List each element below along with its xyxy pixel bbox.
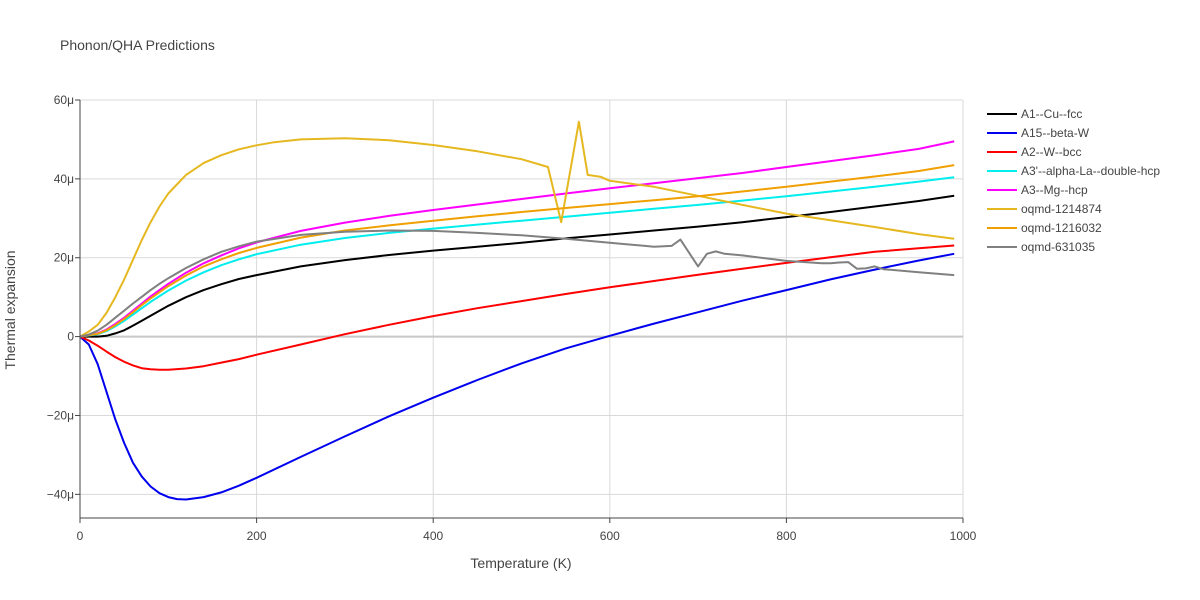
legend-label-5: oqmd-1214874 — [1021, 202, 1102, 216]
x-tick-label: 200 — [247, 529, 267, 543]
series-line-5 — [79, 120, 955, 338]
x-tick-label: 600 — [600, 529, 620, 543]
y-tick-label: 60μ — [54, 93, 74, 107]
y-tick-label: 20μ — [54, 251, 74, 265]
legend-label-4: A3--Mg--hcp — [1021, 183, 1088, 197]
series-line-7 — [79, 229, 955, 338]
legend: A1--Cu--fcc A15--beta-W A2--W--bcc A3'--alp… — [987, 107, 1160, 254]
y-tick-label: −20μ — [47, 408, 74, 422]
legend-label-1: A15--beta-W — [1021, 126, 1090, 140]
grid-layer — [80, 99, 964, 518]
y-tick-label: 0 — [67, 330, 74, 344]
legend-label-6: oqmd-1216032 — [1021, 221, 1102, 235]
y-axis-title: Thermal expansion — [2, 250, 18, 369]
x-tick-label: 800 — [776, 529, 796, 543]
legend-label-2: A2--W--bcc — [1021, 145, 1081, 159]
series-line-0 — [80, 194, 955, 338]
y-tick-label: 40μ — [54, 172, 74, 186]
x-tick-label: 400 — [423, 529, 443, 543]
axis-layer: 0 200 400 600 800 1000 −40μ −20μ 0 20μ 40μ 60μ — [47, 93, 977, 543]
x-tick-label: 0 — [77, 529, 84, 543]
series-line-1 — [79, 252, 955, 501]
chart-title: Phonon/QHA Predictions — [60, 37, 215, 53]
y-tick-label: −40μ — [47, 487, 74, 501]
x-axis-title: Temperature (K) — [470, 555, 571, 571]
series-layer — [79, 120, 955, 501]
series-line-6 — [79, 164, 955, 338]
series-line-3 — [79, 176, 955, 338]
legend-label-0: A1--Cu--fcc — [1021, 107, 1082, 121]
legend-label-3: A3'--alpha-La--double-hcp — [1021, 164, 1160, 178]
series-line-4 — [79, 140, 955, 338]
x-tick-label: 1000 — [950, 529, 977, 543]
legend-label-7: oqmd-631035 — [1021, 240, 1095, 254]
series-line-2 — [79, 244, 955, 371]
